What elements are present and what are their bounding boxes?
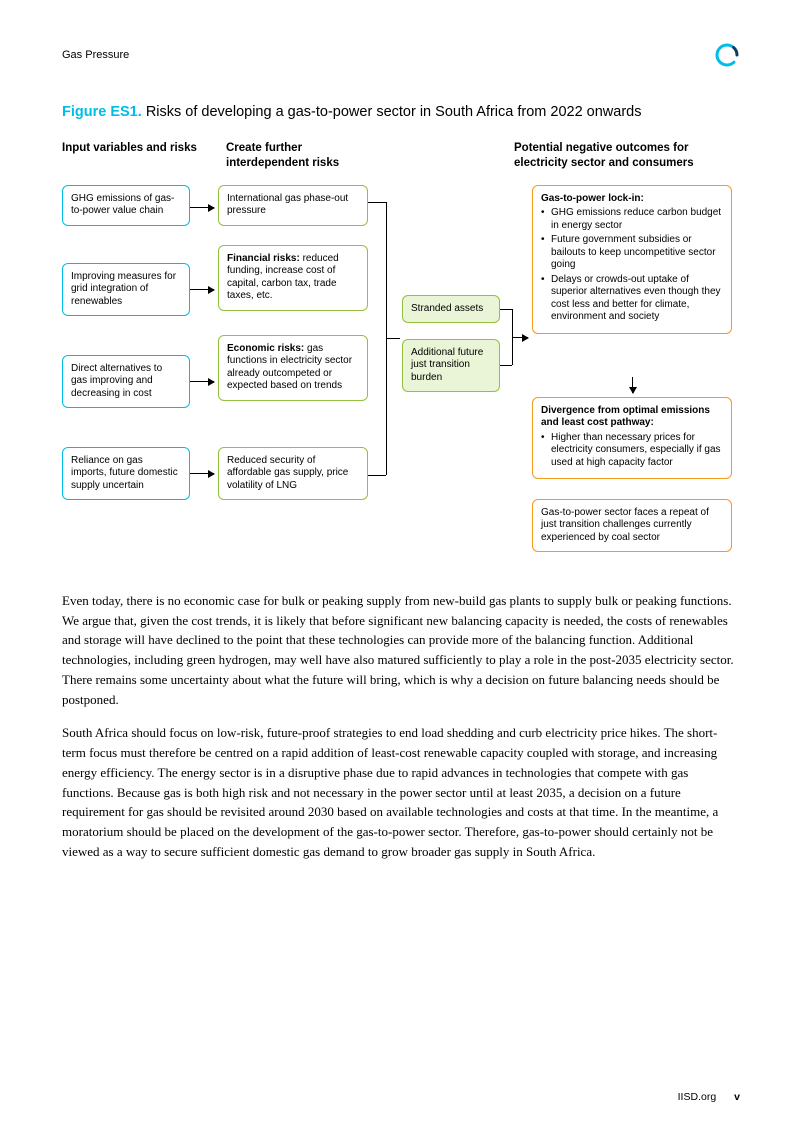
risk-box-2-title: Financial risks: xyxy=(227,253,300,264)
neg-box-1-item-1: GHG emissions reduce carbon budget in en… xyxy=(541,207,723,232)
col-head-2: Create further interdependent risks xyxy=(226,141,386,171)
paragraph-2: South Africa should focus on low-risk, f… xyxy=(62,723,740,861)
risk-box-3: Economic risks: gas functions in electri… xyxy=(218,335,368,401)
risk-box-1-text: International gas phase-out pressure xyxy=(227,193,348,217)
neg-arrow-down xyxy=(632,377,633,393)
bracket2-arrow xyxy=(512,337,528,338)
neg-box-1-title: Gas-to-power lock-in: xyxy=(541,193,644,204)
input-box-2-text: Improving measures for grid integration … xyxy=(71,271,176,307)
paragraph-1: Even today, there is no economic case fo… xyxy=(62,591,740,710)
outcome-box-2-text: Additional future just transition burden xyxy=(411,347,483,383)
neg-box-3: Gas-to-power sector faces a repeat of ju… xyxy=(532,499,732,553)
arrow-4 xyxy=(190,473,214,474)
input-box-4-text: Reliance on gas imports, future domestic… xyxy=(71,455,178,491)
input-box-3-text: Direct alternatives to gas improving and… xyxy=(71,363,162,399)
neg-box-1-item-3: Delays or crowds-out uptake of superior … xyxy=(541,274,723,324)
neg-box-1: Gas-to-power lock-in: GHG emissions redu… xyxy=(532,185,732,334)
neg-box-1-item-2: Future government subsidies or bailouts … xyxy=(541,234,723,272)
outcome-box-1-text: Stranded assets xyxy=(411,303,483,314)
bracket2-top-h xyxy=(500,309,512,310)
neg-box-3-text: Gas-to-power sector faces a repeat of ju… xyxy=(541,507,709,543)
diagram-column-headers: Input variables and risks Create further… xyxy=(62,141,740,171)
risk-box-4: Reduced security of affordable gas suppl… xyxy=(218,447,368,501)
header-label: Gas Pressure xyxy=(62,49,129,61)
input-box-4: Reliance on gas imports, future domestic… xyxy=(62,447,190,501)
figure-title: Figure ES1. Risks of developing a gas-to… xyxy=(62,102,740,123)
arrow-3 xyxy=(190,381,214,382)
body-text: Even today, there is no economic case fo… xyxy=(62,591,740,862)
arrow-1 xyxy=(190,207,214,208)
bracket2-bot-h xyxy=(500,365,512,366)
page-footer: IISD.org v xyxy=(678,1091,740,1103)
input-box-1: GHG emissions of gas-to-power value chai… xyxy=(62,185,190,226)
risk-diagram: GHG emissions of gas-to-power value chai… xyxy=(62,185,740,565)
input-box-1-text: GHG emissions of gas-to-power value chai… xyxy=(71,193,174,217)
outcome-box-1: Stranded assets xyxy=(402,295,500,324)
footer-site: IISD.org xyxy=(678,1091,717,1103)
neg-box-2: Divergence from optimal emissions and le… xyxy=(532,397,732,480)
bracket-top-h xyxy=(368,202,386,203)
bracket-bot-h xyxy=(368,475,386,476)
risk-box-4-text: Reduced security of affordable gas suppl… xyxy=(227,455,348,491)
col-head-3 xyxy=(400,141,500,171)
neg-box-2-item-1: Higher than necessary prices for electri… xyxy=(541,432,723,470)
risk-box-2: Financial risks: reduced funding, increa… xyxy=(218,245,368,311)
neg-box-2-title: Divergence from optimal emissions and le… xyxy=(541,405,710,429)
bracket-mid-h xyxy=(386,338,400,339)
figure-title-text: Risks of developing a gas-to-power secto… xyxy=(146,104,642,120)
input-box-2: Improving measures for grid integration … xyxy=(62,263,190,317)
col-head-1: Input variables and risks xyxy=(62,141,212,171)
outcome-box-2: Additional future just transition burden xyxy=(402,339,500,393)
input-box-3: Direct alternatives to gas improving and… xyxy=(62,355,190,409)
neg-box-2-list: Higher than necessary prices for electri… xyxy=(541,432,723,470)
footer-page-number: v xyxy=(734,1091,740,1103)
risk-box-1: International gas phase-out pressure xyxy=(218,185,368,226)
col-head-4: Potential negative outcomes for electric… xyxy=(514,141,704,171)
risk-box-3-title: Economic risks: xyxy=(227,343,304,354)
neg-box-1-list: GHG emissions reduce carbon budget in en… xyxy=(541,207,723,324)
logo-icon xyxy=(714,42,740,68)
arrow-2 xyxy=(190,289,214,290)
figure-label: Figure ES1. xyxy=(62,104,142,120)
page-header: Gas Pressure xyxy=(62,42,740,68)
